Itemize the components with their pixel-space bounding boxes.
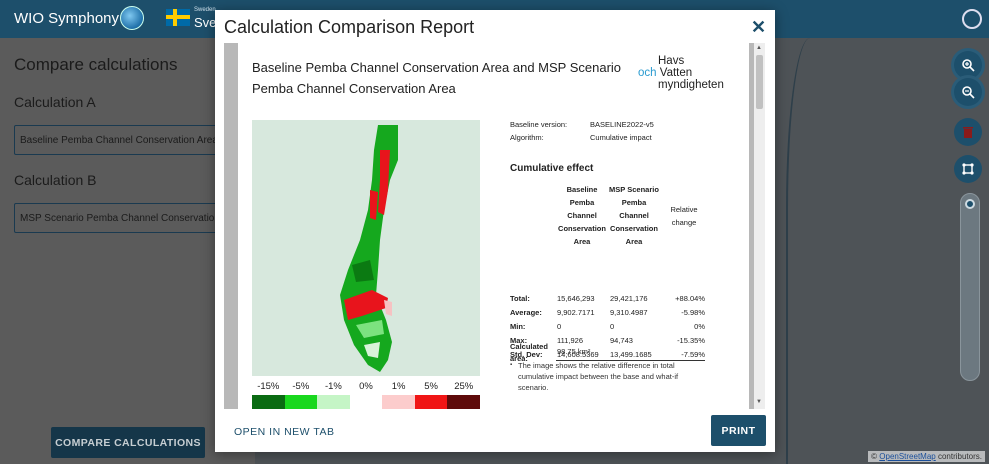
calculation-a-label: Calculation A: [14, 94, 96, 110]
table-cell-scenario: 9,310.4987: [610, 308, 648, 317]
difference-map-image: [252, 120, 480, 376]
scroll-up-icon[interactable]: ▲: [756, 45, 762, 51]
legend-label: -1%: [324, 381, 342, 392]
zoom-slider[interactable]: [960, 193, 980, 381]
dialog-footer: OPEN IN NEW TAB PRINT: [215, 409, 775, 452]
user-account-icon[interactable]: [962, 9, 982, 29]
calculation-b-label: Calculation B: [14, 172, 97, 188]
dialog-title: Calculation Comparison Report: [224, 17, 475, 37]
legend-swatch: [284, 395, 318, 409]
delete-icon[interactable]: [954, 118, 982, 146]
table-cell-label: Total:: [510, 294, 530, 303]
calculated-area-label: Calculated area:: [510, 342, 548, 363]
table-cell-baseline: 15,646,293: [557, 294, 595, 303]
legend-swatch: [317, 395, 350, 409]
table-row: Std. Dev: 14,608.5369 13,499.1685 -7.59%: [510, 348, 705, 362]
report-title: Baseline Pemba Channel Conservation Area…: [252, 60, 622, 96]
havs-och-vatten-logo: Havs och Vatten myndigheten: [638, 55, 724, 91]
map-attribution: © OpenStreetMap contributors.: [868, 451, 985, 462]
table-cell-label: Std. Dev:: [510, 350, 543, 359]
map-coastline: [786, 38, 846, 464]
legend-swatch: [447, 395, 481, 409]
table-row: Max: 111,926 94,743 -15.35%: [510, 334, 705, 348]
close-icon[interactable]: ✕: [751, 17, 767, 37]
calculated-area-value: 98.75 km²: [557, 347, 591, 356]
algorithm-label: Algorithm:: [510, 133, 544, 142]
table-row: Average: 9,902.7171 9,310.4987 -5.98%: [510, 306, 705, 320]
compare-calculations-button[interactable]: COMPARE CALCULATIONS: [51, 427, 205, 458]
calculation-b-select[interactable]: MSP Scenario Pemba Channel Conservation …: [14, 203, 255, 233]
legend-label: -15%: [257, 381, 280, 392]
table-cell-change: -15.35%: [677, 336, 705, 345]
openstreetmap-link[interactable]: OpenStreetMap: [879, 452, 936, 461]
legend-label: 5%: [424, 381, 439, 392]
left-panel: Compare calculations Calculation A Basel…: [0, 38, 255, 464]
table-cell-scenario: 0: [610, 322, 615, 331]
table-cell-change: +88.04%: [675, 294, 705, 303]
scroll-down-icon[interactable]: ▼: [756, 399, 762, 405]
print-button[interactable]: PRINT: [711, 415, 766, 446]
swedish-flag-icon[interactable]: [166, 9, 190, 26]
table-cell-baseline: 111,926: [557, 336, 583, 345]
table-cell-label: Min:: [510, 322, 526, 331]
zoom-out-icon[interactable]: [954, 78, 982, 106]
comparison-report-dialog: Calculation Comparison Report ✕ Baseline…: [215, 10, 775, 452]
table-cell-change: -7.59%: [681, 350, 705, 359]
legend-label: 25%: [454, 381, 474, 392]
open-in-new-tab-button[interactable]: OPEN IN NEW TAB: [234, 426, 335, 438]
legend-swatch: [349, 395, 383, 409]
calculation-a-select[interactable]: Baseline Pemba Channel Conservation Area: [14, 125, 255, 155]
legend-swatch: [414, 395, 448, 409]
app-title: WIO Symphony: [14, 10, 120, 27]
scroll-thumb[interactable]: [756, 55, 763, 109]
legend-swatch: [252, 395, 285, 409]
report-scrollbar[interactable]: ▲ ▼: [754, 43, 765, 409]
table-cell-baseline: 9,902.7171: [557, 308, 595, 317]
legend-color-bar: [252, 395, 481, 409]
table-cell-scenario: 13,499.1685: [610, 350, 652, 359]
zoom-in-icon[interactable]: [954, 51, 982, 79]
table-cell-label: Average:: [510, 308, 542, 317]
legend-label: 1%: [391, 381, 406, 392]
table-row: Min: 0 0 0%: [510, 320, 705, 334]
table-cell-baseline: 14,608.5369: [557, 350, 599, 359]
cumulative-effect-heading: Cumulative effect: [510, 163, 594, 174]
globe-logo-icon: [120, 6, 144, 30]
panel-title: Compare calculations: [14, 55, 178, 74]
table-cell-change: -5.98%: [681, 308, 705, 317]
baseline-version-label: Baseline version:: [510, 120, 568, 129]
legend-labels: -15% -5% -1% 0% 1% 5% 25%: [252, 381, 480, 393]
table-cell-scenario: 94,743: [610, 336, 633, 345]
table-cell-change: 0%: [694, 322, 705, 331]
table-cell-scenario: 29,421,176: [610, 294, 648, 303]
column-header-baseline: Baseline Pemba Channel Conservation Area: [558, 185, 606, 246]
column-header-scenario: MSP Scenario Pemba Channel Conservation …: [609, 185, 659, 246]
table-row: Total: 15,646,293 29,421,176 +88.04%: [510, 292, 705, 306]
language-region: Sweden: [194, 7, 216, 13]
table-cell-label: Max:: [510, 336, 528, 345]
baseline-version-value: BASELINE2022-v5: [590, 120, 654, 129]
report-viewer[interactable]: Baseline Pemba Channel Conservation Area…: [224, 43, 765, 409]
zoom-slider-handle[interactable]: [965, 199, 975, 209]
layers-icon[interactable]: [954, 155, 982, 183]
table-cell-baseline: 0: [557, 322, 562, 331]
algorithm-value: Cumulative impact: [590, 133, 652, 142]
report-page: Baseline Pemba Channel Conservation Area…: [238, 43, 749, 409]
legend-swatch: [382, 395, 415, 409]
legend-label: -5%: [292, 381, 310, 392]
column-header-relative-change: Relative change: [670, 205, 698, 227]
legend-label: 0%: [359, 381, 373, 392]
report-note: The image shows the relative difference …: [510, 360, 710, 393]
